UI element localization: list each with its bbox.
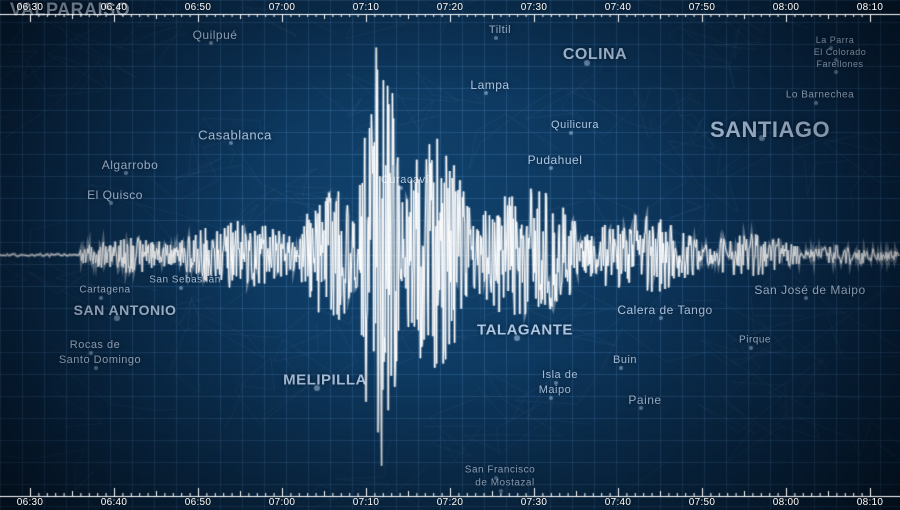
time-label: 07:20 xyxy=(437,497,464,508)
time-label: 08:00 xyxy=(773,2,800,13)
time-label: 06:50 xyxy=(185,2,212,13)
time-label: 07:50 xyxy=(689,497,716,508)
time-label: 07:10 xyxy=(353,2,380,13)
time-label: 06:30 xyxy=(17,497,44,508)
time-label: 07:00 xyxy=(269,497,296,508)
time-rulers: 06:30 06:40 06:50 07:00 07:10 07:20 07:30 07:40… xyxy=(0,0,900,510)
time-label: 06:50 xyxy=(185,497,212,508)
time-label: 07:40 xyxy=(605,2,632,13)
ruler-ticks xyxy=(0,0,900,510)
time-label: 07:40 xyxy=(605,497,632,508)
time-label: 07:30 xyxy=(521,497,548,508)
time-label: 08:10 xyxy=(857,497,884,508)
time-label: 07:00 xyxy=(269,2,296,13)
time-label: 07:10 xyxy=(353,497,380,508)
time-label: 07:50 xyxy=(689,2,716,13)
seismograph-display: VALPARAISOCOLINASANTIAGOQuilpuéTiltilLam… xyxy=(0,0,900,510)
time-label: 06:40 xyxy=(101,2,128,13)
time-label: 07:30 xyxy=(521,2,548,13)
time-label: 08:00 xyxy=(773,497,800,508)
time-label: 06:40 xyxy=(101,497,128,508)
time-label: 08:10 xyxy=(857,2,884,13)
time-label: 07:20 xyxy=(437,2,464,13)
time-label: 06:30 xyxy=(17,2,44,13)
